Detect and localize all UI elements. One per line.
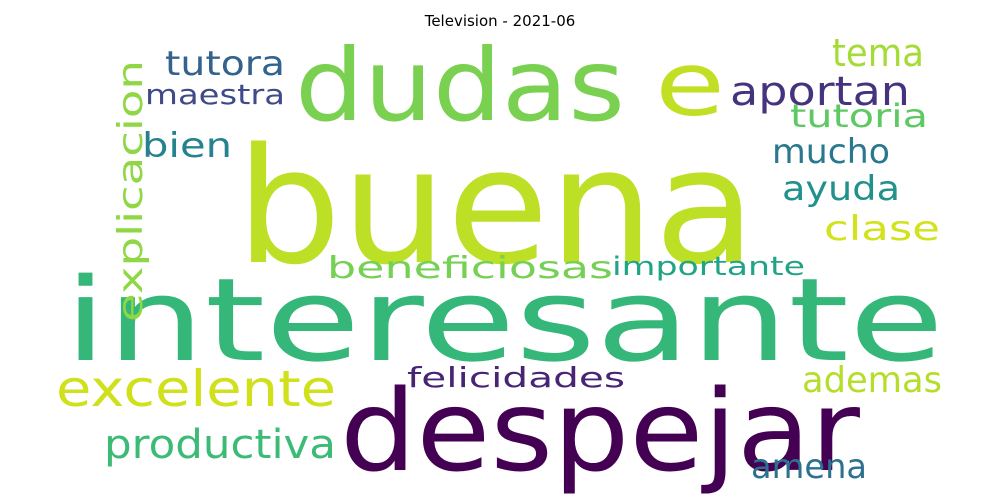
word-importante: importante [612, 252, 805, 282]
word-interesante: interesante [64, 254, 944, 388]
word-e: e [655, 33, 725, 136]
word-ademas: ademas [802, 360, 942, 401]
word-tutora: tutora [165, 44, 285, 84]
word-tema: tema [832, 31, 924, 75]
word-bien: bien [142, 126, 232, 166]
word-aportan: aportan [730, 69, 910, 115]
word-tutoria: tutoria [790, 97, 928, 135]
word-buena: buena [236, 113, 756, 300]
word-ayuda: ayuda [782, 169, 900, 209]
word-amena: amena [751, 447, 867, 487]
word-clase: clase [824, 209, 940, 249]
word-dudas: dudas [295, 27, 625, 144]
word-felicidades: felicidades [407, 361, 625, 394]
word-excelente: excelente [56, 360, 336, 418]
word-beneficiosas: beneficiosas [327, 251, 613, 286]
word-explicacion: explicacion [111, 60, 151, 322]
word-despejar: despejar [340, 367, 861, 497]
word-productiva: productiva [104, 422, 336, 468]
chart-title: Television - 2021-06 [424, 12, 576, 30]
word-mucho: mucho [772, 132, 890, 172]
word-maestra: maestra [145, 78, 285, 111]
